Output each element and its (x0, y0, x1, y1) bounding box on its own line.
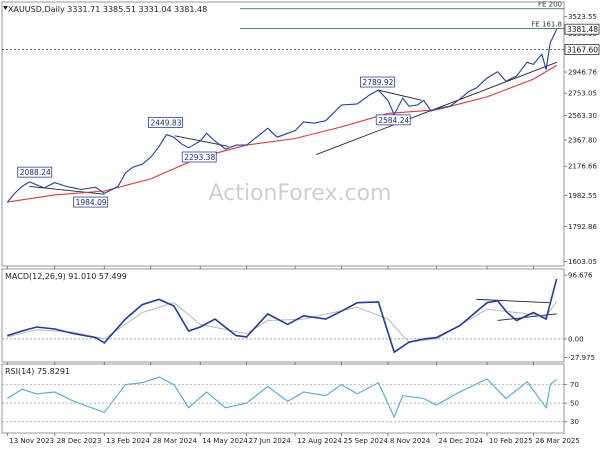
macd-signal-line (7, 301, 558, 343)
level-label-box (564, 44, 600, 55)
macd-series (7, 278, 558, 354)
price-title: XAUUSD,Daily 3331.71 3385.51 3331.04 338… (8, 5, 207, 14)
price-levels: FE 200 FE 161.8 3167.60 (2, 1, 600, 55)
x-tick-label: 28 Mar 2024 (153, 437, 198, 445)
x-tick-label: 12 Aug 2024 (297, 437, 342, 445)
price-y-tick-label: 1982.55 (568, 192, 597, 200)
macd-y-tick-label: -27.975 (568, 354, 595, 362)
x-tick-label: 28 Dec 2023 (57, 437, 102, 445)
price-annotations: 2088.24 1984.09 2449.83 2293.38 2789.92 2584.… (17, 76, 411, 208)
annotation-label: 1984.09 (76, 198, 107, 207)
price-y-tick-label: 2946.76 (568, 69, 597, 77)
price-label-text: 3381.48 (567, 25, 598, 34)
x-tick-label: 25 Sep 2024 (344, 437, 389, 445)
macd-trendline (476, 298, 550, 304)
annotation-box (181, 151, 217, 163)
annotation-box (375, 114, 411, 126)
rsi-panel: 70 50 30 RSI(14) 75.8291 (1, 363, 579, 434)
watermark: ActionForex.com (209, 181, 392, 206)
x-tick-label: 26 Mar 2025 (535, 437, 579, 445)
price-current-label: 3381.48 (564, 23, 600, 35)
price-y-tick-label: 3523.55 (568, 13, 597, 21)
annotation-label: 2584.24 (378, 116, 409, 125)
trendline (29, 185, 105, 195)
price-y-tick-label: 2563.30 (568, 112, 597, 120)
price-y-tick-label: 2176.66 (568, 163, 597, 171)
x-axis: 13 Nov 2023 28 Dec 2023 13 Feb 2024 28 Mar … (6, 266, 580, 445)
rsi-panel-frame (1, 363, 565, 434)
annotation-label: 2293.38 (184, 153, 215, 162)
x-tick-label: 13 Nov 2023 (9, 437, 54, 445)
annotation-label: 2088.24 (20, 168, 51, 177)
price-panel-frame (1, 1, 565, 267)
x-tick-label: 8 Nov 2024 (390, 437, 431, 445)
price-y-tick-label: 2367.80 (568, 137, 597, 145)
rsi-line (7, 376, 557, 419)
x-tick-label: 13 Feb 2024 (106, 437, 150, 445)
x-tick-label: 14 May 2024 (202, 437, 248, 445)
macd-panel-frame (1, 268, 565, 363)
annotation-box (73, 196, 109, 208)
macd-panel: 96.676 0.00 -27.975 MACD(12,26,9) 91.010 5… (1, 268, 595, 363)
rsi-grid (2, 384, 564, 423)
macd-y-axis: 96.676 0.00 -27.975 (564, 272, 595, 362)
rsi-title: RSI(14) 75.8291 (5, 367, 70, 376)
macd-title: MACD(12,26,9) 91.010 57.499 (5, 272, 127, 281)
rsi-y-axis: 70 50 30 (564, 381, 579, 426)
annotation-box (17, 166, 53, 178)
macd-y-tick-label: 0.00 (568, 335, 584, 343)
level-label: FE 200 (538, 1, 562, 9)
price-label-box (564, 23, 600, 35)
price-y-tick-label: 1603.05 (568, 258, 597, 266)
annotation-label: 2789.92 (362, 78, 393, 87)
price-line (6, 28, 558, 203)
rsi-series (7, 376, 557, 419)
price-y-tick-label: 1792.86 (568, 223, 597, 231)
rsi-y-tick-label: 30 (570, 418, 579, 426)
x-tick-label: 24 Dec 2024 (438, 437, 483, 445)
annotation-box (148, 117, 183, 128)
price-panel: ActionForex.com FE 200 FE 161.8 3167.60 20… (1, 1, 600, 267)
annotation-label: 2449.83 (150, 118, 181, 127)
trendline (378, 89, 422, 101)
rsi-y-tick-label: 70 (570, 381, 579, 389)
moving-average-line (7, 64, 557, 203)
level-label: FE 161.8 (531, 20, 562, 28)
dropdown-triangle-icon (3, 6, 8, 10)
x-tick-label: 27 Jun 2024 (249, 437, 292, 445)
rsi-y-tick-label: 50 (570, 400, 579, 408)
macd-y-tick-label: 96.676 (568, 272, 593, 280)
level-label: 3167.60 (567, 46, 598, 55)
annotation-box (360, 76, 395, 88)
price-series (6, 28, 558, 203)
macd-line (7, 278, 558, 354)
x-tick-label: 10 Feb 2025 (489, 437, 533, 445)
price-y-tick-label: 2753.05 (568, 90, 597, 98)
